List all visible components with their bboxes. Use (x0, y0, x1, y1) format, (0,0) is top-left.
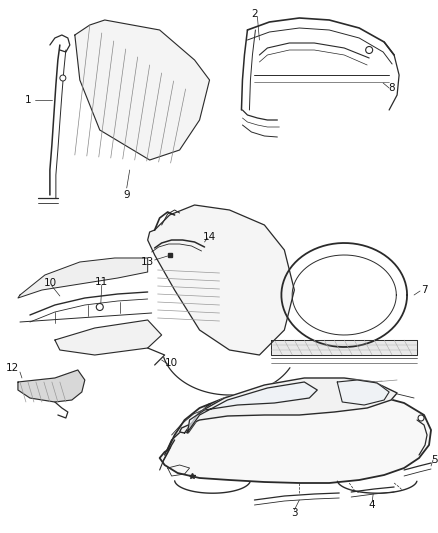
Text: 2: 2 (251, 9, 258, 19)
Text: 11: 11 (95, 277, 108, 287)
Text: 14: 14 (203, 232, 216, 242)
Circle shape (60, 75, 66, 81)
Text: 8: 8 (388, 83, 395, 93)
Polygon shape (272, 340, 417, 355)
Circle shape (96, 303, 103, 311)
Text: 3: 3 (291, 508, 298, 518)
Polygon shape (337, 380, 389, 405)
Polygon shape (55, 320, 162, 355)
Text: 10: 10 (43, 278, 57, 288)
Circle shape (418, 415, 424, 421)
Text: 7: 7 (421, 285, 427, 295)
Polygon shape (148, 205, 294, 355)
Text: 12: 12 (5, 363, 18, 373)
Text: 13: 13 (141, 257, 154, 267)
Circle shape (366, 46, 373, 53)
Polygon shape (159, 388, 431, 483)
Text: 4: 4 (369, 500, 375, 510)
Text: 9: 9 (124, 190, 130, 200)
Polygon shape (187, 382, 317, 432)
Text: 10: 10 (165, 358, 178, 368)
Polygon shape (180, 378, 397, 433)
Polygon shape (18, 370, 85, 402)
Polygon shape (75, 20, 209, 160)
Text: 5: 5 (431, 455, 437, 465)
Polygon shape (18, 258, 148, 298)
Text: 1: 1 (25, 95, 31, 105)
